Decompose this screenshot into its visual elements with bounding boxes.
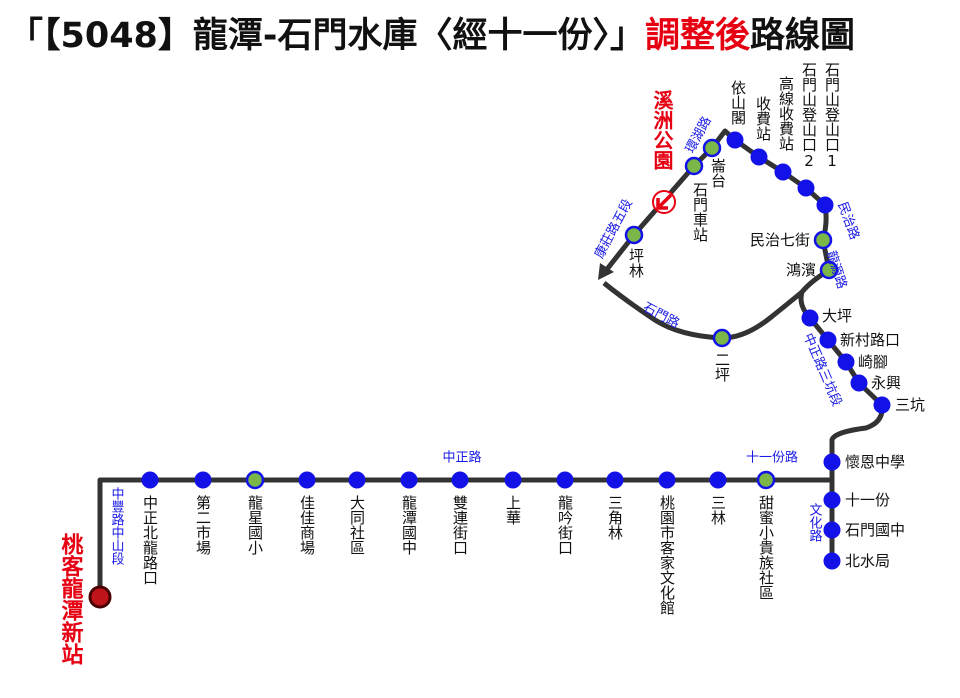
stop-marker <box>556 471 574 489</box>
stop-marker <box>348 471 366 489</box>
stop-marker <box>712 328 732 348</box>
stop-label: 石門車站 <box>691 182 709 242</box>
stop-label: 收費站 <box>754 96 772 141</box>
title-part: 「【5048】龍潭-石門水庫〈經十一份〉」 <box>8 16 645 56</box>
title-highlight: 調整後 <box>645 16 751 56</box>
stop-marker <box>756 470 776 490</box>
stop-label: 石門山登山口2 <box>800 62 818 170</box>
stop-marker <box>709 471 727 489</box>
stop-marker <box>816 196 834 214</box>
road-label: 十一份路 <box>746 450 798 466</box>
stop-marker <box>850 374 868 392</box>
stop-label: 新村路口 <box>840 331 900 349</box>
stop-label: 三角林 <box>606 495 624 540</box>
stop-marker <box>141 471 159 489</box>
stop-marker <box>726 131 744 149</box>
stop-marker <box>801 309 819 327</box>
stop-marker <box>823 521 841 539</box>
stop-marker <box>298 471 316 489</box>
road-label: 石門路 <box>640 299 682 331</box>
stop-marker <box>823 453 841 471</box>
road-label: 中豐路中山段 <box>109 487 125 565</box>
stop-marker <box>813 230 833 250</box>
stop-marker <box>823 552 841 570</box>
stop-marker <box>750 148 768 166</box>
stop-label: 三坑 <box>895 396 925 414</box>
road-label: 中正路 <box>442 450 481 466</box>
terminal-arrow <box>656 193 673 210</box>
stop-label: 北水局 <box>845 552 890 570</box>
stop-marker <box>823 491 841 509</box>
route-line <box>602 281 804 341</box>
stop-label: 坪林 <box>627 248 645 278</box>
title: 「【5048】龍潭-石門水庫〈經十一份〉」調整後路線圖 <box>8 16 855 56</box>
stop-label: 鴻濱 <box>786 261 816 279</box>
title-part: 路線圖 <box>750 16 855 56</box>
stop-marker <box>797 179 815 197</box>
stop-label: 二坪 <box>713 352 731 382</box>
stop-marker <box>873 396 891 414</box>
stop-label: 懷恩中學 <box>845 453 905 471</box>
stop-label: 龍潭國中 <box>400 495 418 555</box>
stop-marker <box>684 156 704 176</box>
stop-label: 民治七街 <box>750 231 810 249</box>
stop-marker <box>451 471 469 489</box>
stop-marker <box>837 353 855 371</box>
stop-label: 石門山登山口1 <box>823 62 841 170</box>
stop-label: 龍星國小 <box>246 495 264 556</box>
stop-label: 崙台 <box>709 158 727 188</box>
stop-label: 第二市場 <box>194 494 212 555</box>
terminal-label: 溪洲公園 <box>650 89 674 171</box>
stop-marker <box>504 471 522 489</box>
stop-label: 上華 <box>504 495 522 525</box>
direction-arrow <box>598 263 614 280</box>
stop-label: 桃園市客家文化館 <box>658 495 676 615</box>
stop-label: 依山閣 <box>729 80 747 126</box>
road-label: 文化路 <box>807 503 823 542</box>
stop-marker <box>819 331 837 349</box>
route-line <box>97 477 832 597</box>
stop-marker <box>194 471 212 489</box>
terminal-label: 桃客龍潭新站 <box>58 533 84 666</box>
stop-label: 高線收費站 <box>777 76 795 151</box>
stop-label: 大坪 <box>822 307 852 325</box>
stop-marker <box>658 471 676 489</box>
stop-marker <box>624 225 644 245</box>
stop-label: 佳佳商場 <box>298 495 316 555</box>
stop-marker <box>774 163 792 181</box>
stop-label: 甜蜜小貴族社區 <box>757 495 775 600</box>
route-line <box>602 128 885 561</box>
road-label: 民治路 <box>834 200 862 242</box>
stop-label: 中正北龍路口 <box>141 495 159 585</box>
stop-label: 十一份 <box>845 491 890 509</box>
stop-label: 大同社區 <box>348 495 366 555</box>
stop-label: 永興 <box>871 374 901 392</box>
stop-label: 崎腳 <box>858 353 888 371</box>
stop-label: 雙連街口 <box>451 495 469 555</box>
stop-label: 三林 <box>709 495 727 525</box>
stop-marker <box>245 470 265 490</box>
stops: 中正北龍路口 第二市場 龍星國小 佳佳商場 大同社區 龍潭國中 雙連街口 上華 龍吟街口 三角林 桃… <box>141 62 925 615</box>
stop-marker <box>819 260 839 280</box>
stop-marker <box>400 471 418 489</box>
stop-marker <box>702 138 722 158</box>
stop-label: 石門國中 <box>845 521 905 539</box>
stop-label: 龍吟街口 <box>556 495 574 555</box>
terminal-marker <box>88 585 112 609</box>
stop-marker <box>606 471 624 489</box>
